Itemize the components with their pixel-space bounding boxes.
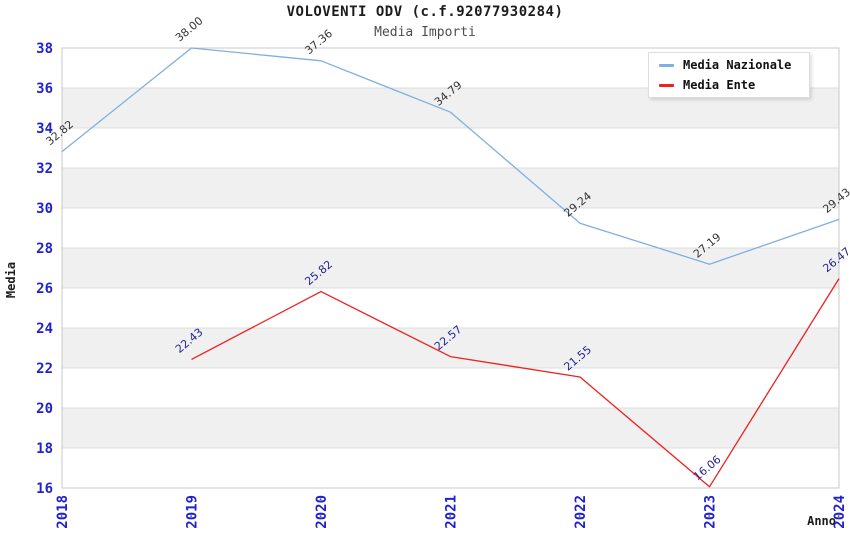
y-tick-label: 32 <box>36 161 53 177</box>
x-tick-label: 2023 <box>703 495 719 529</box>
series-line-media-nazionale <box>61 47 840 265</box>
x-tick-label: 2018 <box>55 495 71 529</box>
y-tick-label: 20 <box>36 401 53 417</box>
legend-line-marker-blue <box>659 63 674 67</box>
x-tick-label: 2021 <box>444 495 460 529</box>
y-tick-label: 22 <box>36 361 53 377</box>
x-axis-title: Anno <box>807 514 836 528</box>
grid-band <box>62 408 839 448</box>
y-axis-title: Media <box>4 261 18 299</box>
value-label: 16.06 <box>691 453 723 483</box>
x-tick-label: 2022 <box>573 495 589 529</box>
x-tick-label: 2019 <box>185 495 201 529</box>
y-tick-label: 34 <box>36 121 53 137</box>
y-tick-label: 28 <box>36 241 53 257</box>
x-tick-label: 2024 <box>832 495 848 529</box>
y-tick-label: 26 <box>36 281 53 297</box>
y-tick-label: 16 <box>36 481 53 497</box>
legend-item-media-nazionale: Media Nazionale <box>659 58 809 72</box>
chart-title: VOLOVENTI ODV (c.f.92077930284) <box>286 4 564 20</box>
value-label: 37.36 <box>303 27 335 57</box>
y-tick-label: 30 <box>36 201 53 217</box>
y-tick-label: 36 <box>36 81 53 97</box>
plot-frame <box>61 47 840 489</box>
chart-subtitle: Media Importi <box>374 25 476 40</box>
y-tick-label: 24 <box>36 321 53 337</box>
x-tick-label: 2020 <box>314 495 330 529</box>
grid-band <box>62 248 839 288</box>
series-line-media-ente <box>191 278 840 488</box>
legend-line-marker-red <box>659 83 674 87</box>
legend-label: Media Nazionale <box>683 58 792 72</box>
legend-item-media-ente: Media Ente <box>659 78 809 92</box>
y-tick-label: 18 <box>36 441 53 457</box>
y-tick-label: 38 <box>36 41 53 57</box>
grid-band <box>62 328 839 368</box>
legend-label: Media Ente <box>683 78 756 92</box>
legend: Media Nazionale Media Ente <box>648 52 810 98</box>
value-label: 38.00 <box>173 14 205 44</box>
grid-band <box>62 168 839 208</box>
